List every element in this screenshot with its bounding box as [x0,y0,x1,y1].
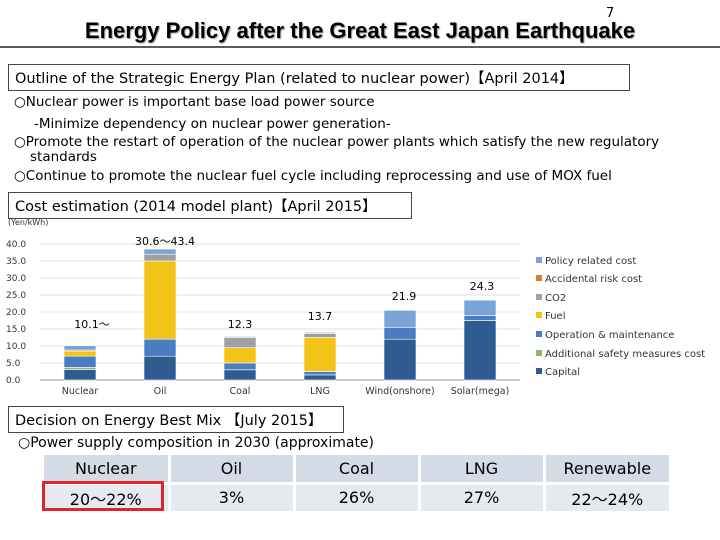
chart-data-label: 30.6～43.4 [135,235,195,248]
chart-y-tick-label: 5.0 [6,359,21,369]
chart-unit-label: (Yen/kWh) [8,218,49,227]
chart-legend-label: Accidental risk cost [545,274,642,285]
chart-y-tick-label: 20.0 [6,308,26,318]
table-header-row: Nuclear Oil Coal LNG Renewable [44,455,669,485]
chart-y-tick-label: 10.0 [6,342,26,352]
chart-bar-segment [303,374,337,381]
chart-y-tick-label: 30.0 [6,274,26,284]
energy-mix-table: Nuclear Oil Coal LNG Renewable 20～22% 3%… [44,455,669,511]
chart-bar-segment [223,336,257,338]
chart-legend-swatch [536,257,542,263]
chart-legend-label: Policy related cost [545,256,636,267]
chart-x-tick-label: Oil [154,386,167,397]
chart-legend-swatch [536,312,542,318]
chart-bar-segment [303,371,337,376]
chart-legend-label: Capital [545,367,580,378]
chart-bar-segment [63,367,97,370]
nuclear-highlight-box [42,481,164,511]
chart-bar-segment [463,315,497,321]
chart-data-label: 21.9 [392,290,417,303]
chart-legend-swatch [536,294,542,300]
chart-bar-segment [143,260,177,340]
chart-bar-segment [143,248,177,255]
chart-legend-swatch [536,368,542,374]
chart-data-label: 24.3 [470,280,495,293]
chart-bar-segment [143,253,177,262]
cost-section-header: Cost estimation (2014 model plant)【April… [8,192,412,219]
chart-y-tick-label: 15.0 [6,325,26,335]
bullet-fuel-cycle: ○Continue to promote the nuclear fuel cy… [14,168,612,184]
chart-legend-label: Fuel [545,311,565,322]
page-title: Energy Policy after the Great East Japan… [84,18,636,43]
chart-x-tick-label: LNG [310,386,330,397]
chart-bar-segment [63,369,97,381]
table-value-cell: 20～22% [44,483,169,511]
chart-bar-segment [303,337,337,372]
chart-bar-segment [303,332,337,334]
table-header-cell: Nuclear [44,455,169,485]
bullet-base-load-sub: -Minimize dependency on nuclear power ge… [34,116,391,132]
chart-legend-swatch [536,331,542,337]
chart-bar-segment [463,320,497,381]
chart-legend-label: Additional safety measures cost [545,349,705,360]
bullet-restart-line1: ○Promote the restart of operation of the… [14,134,660,150]
bullet-base-load: ○Nuclear power is important base load po… [14,94,375,110]
table-value-cell: 27% [417,483,544,511]
chart-y-tick-label: 25.0 [6,291,26,301]
chart-x-tick-label: Solar(mega) [451,386,510,397]
chart-legend-swatch [536,350,542,356]
chart-legend-label: CO2 [545,293,566,304]
page-number: 7 [606,6,615,21]
table-value-cell: 26% [292,483,419,511]
chart-bar-segment [143,338,177,357]
chart-y-tick-label: 35.0 [6,257,26,267]
chart-y-tick-label: 0.0 [6,376,21,386]
chart-data-label: 13.7 [308,310,333,323]
table-header-cell: LNG [417,455,544,485]
chart-legend-swatch [536,275,542,281]
table-header-cell: Coal [292,455,419,485]
table-value-cell: 22～24% [542,483,669,511]
chart-legend-label: Operation & maintenance [545,330,674,341]
bullet-restart-line2: standards [30,149,97,165]
chart-bar-segment [223,369,257,381]
chart-x-tick-label: Nuclear [62,386,99,397]
chart-bar-segment [143,355,177,381]
mix-section-header: Decision on Energy Best Mix 【July 2015】 [8,406,344,433]
chart-bar-segment [63,350,97,357]
chart-bar-segment [63,345,97,351]
chart-bar-segment [223,347,257,364]
chart-bar-segment [383,338,417,381]
chart-x-tick-label: Coal [230,386,251,397]
chart-y-tick-label: 40.0 [6,240,26,250]
chart-x-tick-label: Wind(onshore) [365,386,434,397]
outline-section-header: Outline of the Strategic Energy Plan (re… [8,64,630,91]
table-value-row: 20～22% 3% 26% 27% 22～24% [44,483,669,511]
chart-bar-segment [303,333,337,338]
chart-bar-segment [383,327,417,340]
chart-bar-segment [383,310,417,328]
table-header-cell: Oil [167,455,294,485]
cost-chart: 0.0 5.0 10.0 15.0 20.0 25.0 30.0 35.0 40.0 Nuclea… [6,235,705,397]
chart-bar-segment [223,337,257,348]
header-divider [0,46,720,48]
chart-bar-segment [63,355,97,368]
table-value-cell: 3% [167,483,294,511]
chart-bar-segment [223,362,257,371]
chart-data-label: 10.1～ [74,318,110,331]
chart-bar-segment [463,299,497,316]
table-header-cell: Renewable [542,455,669,485]
bullet-power-composition: ○Power supply composition in 2030 (appro… [18,435,375,451]
chart-data-label: 12.3 [228,318,253,331]
